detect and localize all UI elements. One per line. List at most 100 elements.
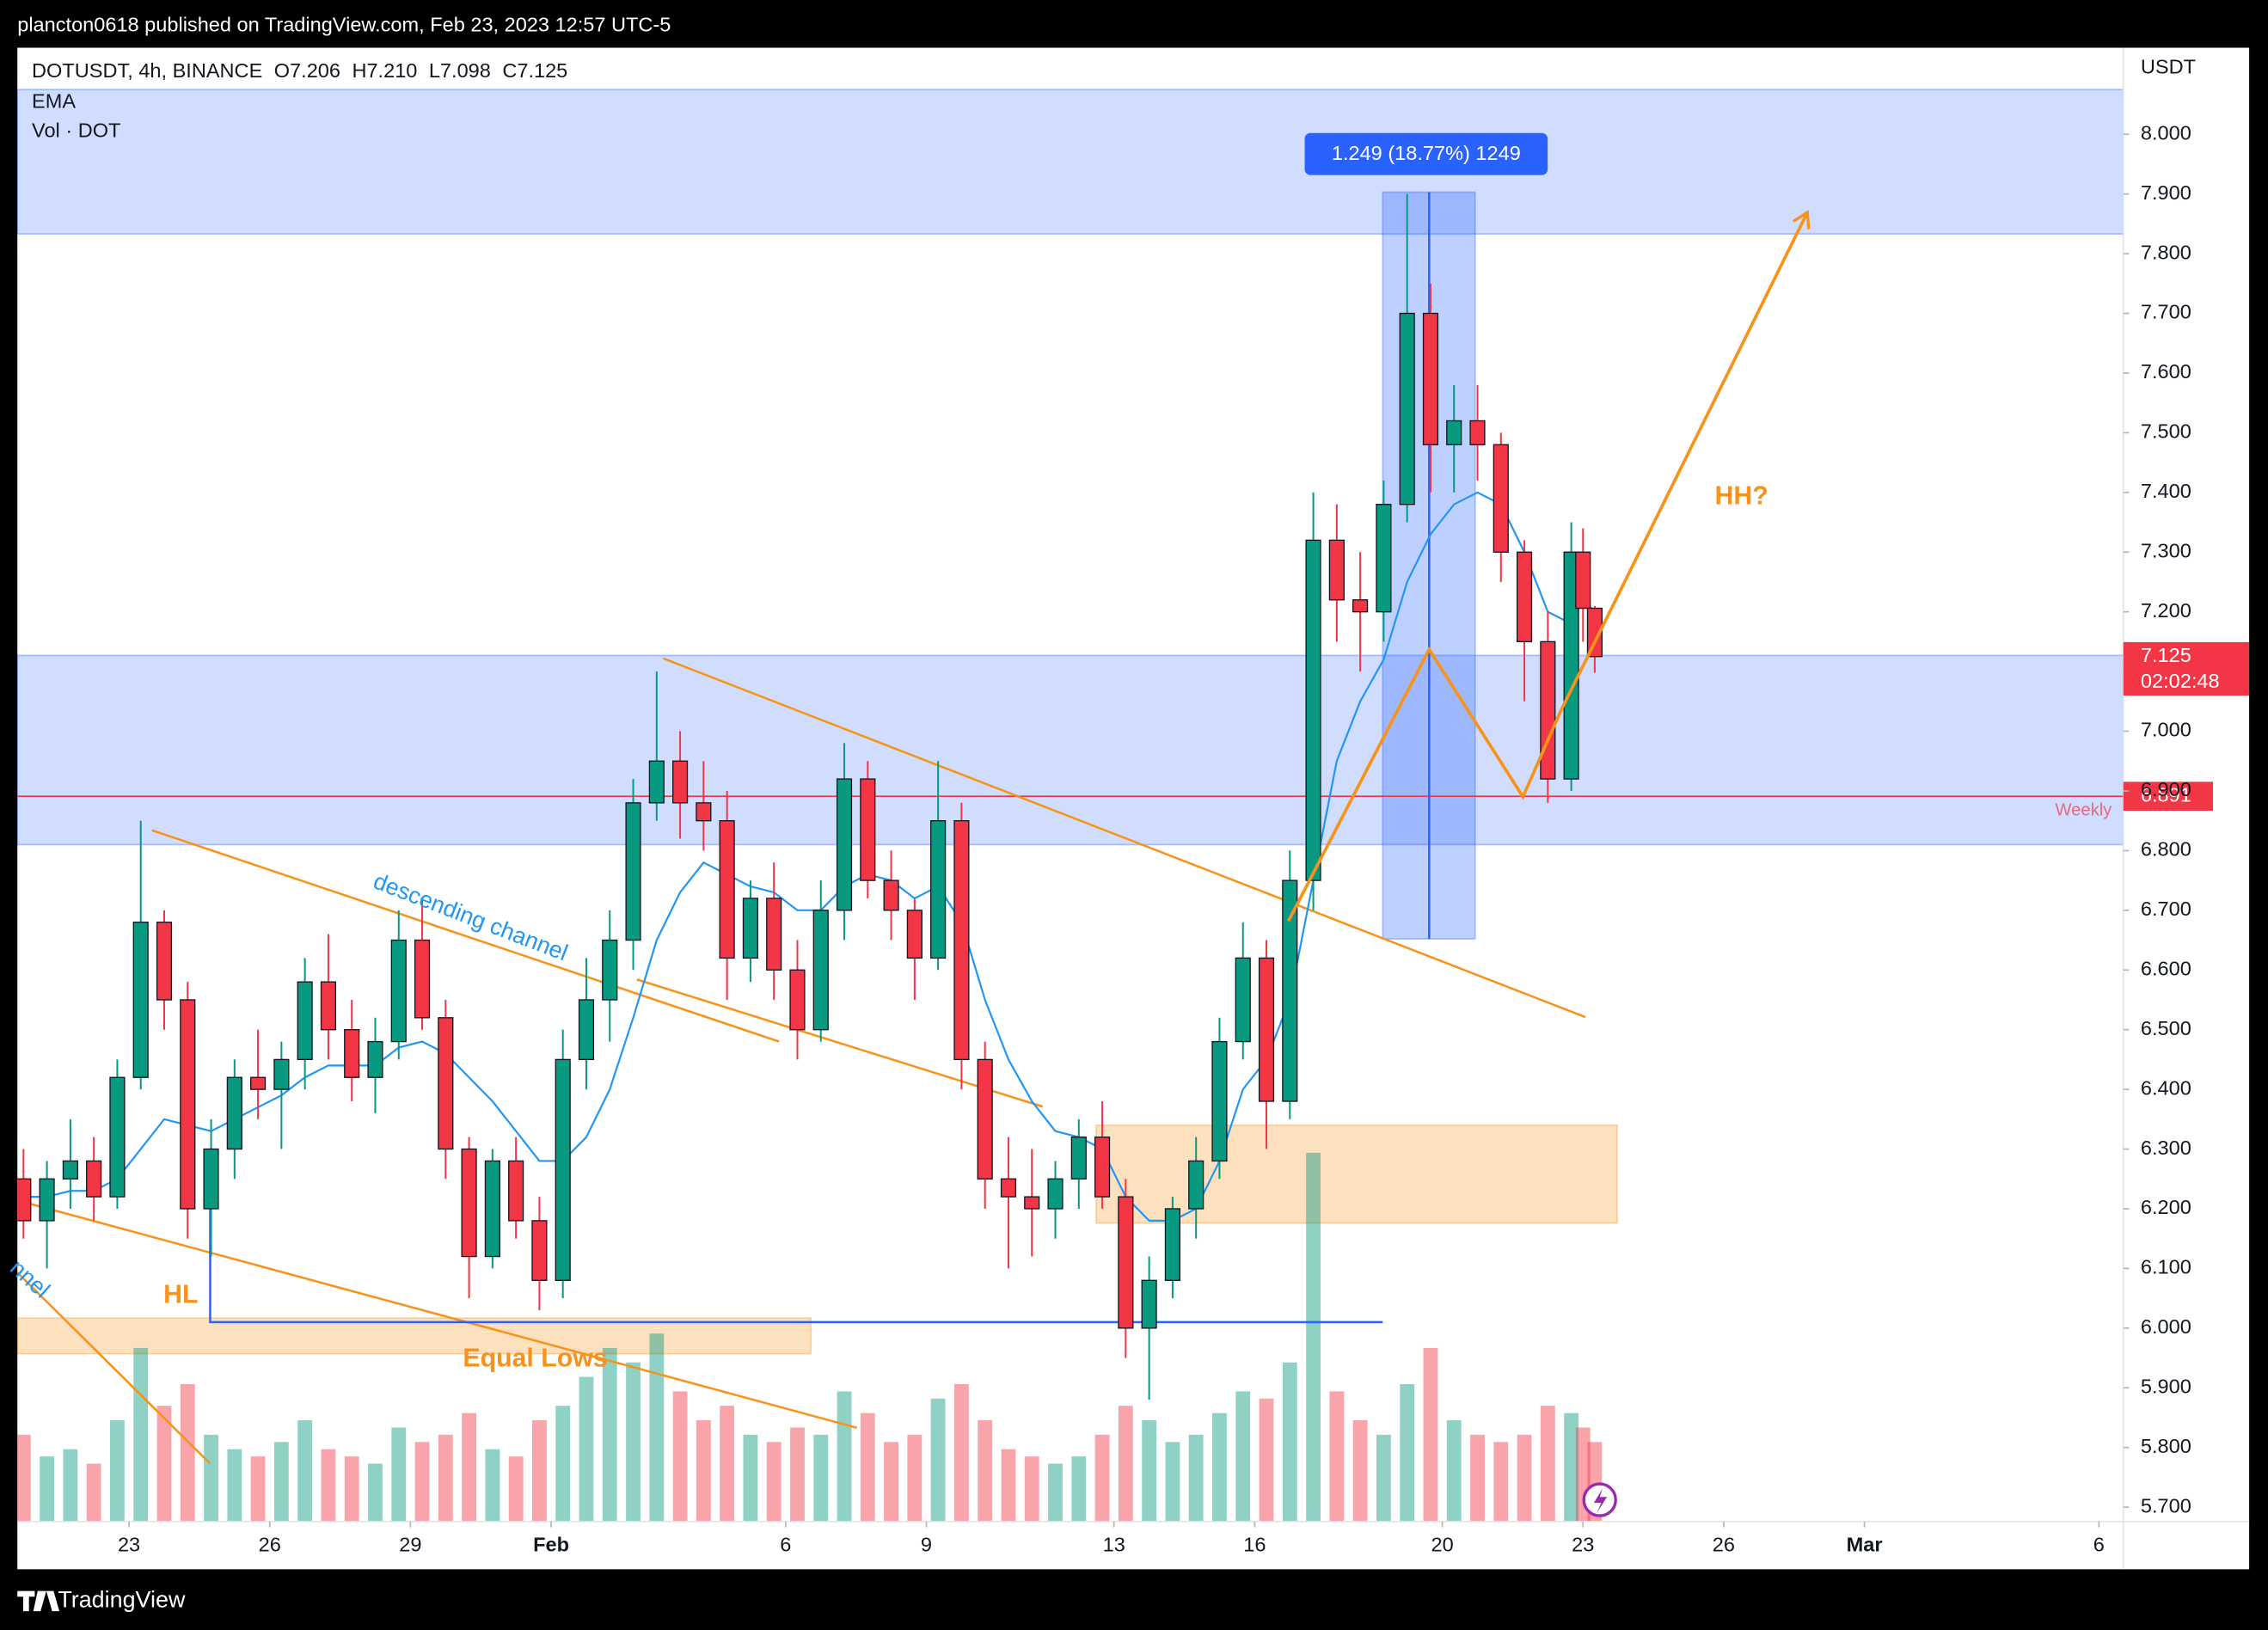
volume-bar <box>907 1434 923 1522</box>
y-tick-label: 7.900 <box>2141 181 2191 204</box>
y-tick-label: 6.100 <box>2141 1256 2191 1278</box>
y-tick-label: 7.700 <box>2141 301 2191 323</box>
candle-body <box>250 1076 267 1090</box>
volume-bar <box>204 1434 218 1522</box>
candle-body <box>860 778 876 881</box>
y-tick-label: 7.300 <box>2141 539 2191 561</box>
volume-bar <box>1212 1412 1227 1522</box>
y-tick-label: 7.800 <box>2141 241 2191 263</box>
y-tick-label: 7.500 <box>2141 420 2191 443</box>
indicator: EMA <box>32 90 76 113</box>
volume-bar <box>790 1427 805 1522</box>
candle-body <box>62 1160 78 1180</box>
candle-body <box>86 1160 102 1198</box>
candle-body <box>273 1058 290 1090</box>
volume-bar <box>1094 1434 1110 1522</box>
candle-body <box>1211 1040 1228 1162</box>
candle-body <box>1305 539 1321 881</box>
ohlc: L7.098 <box>429 59 491 82</box>
volume-bar <box>1142 1420 1157 1522</box>
candle-body <box>484 1160 500 1258</box>
candle-body <box>883 879 899 911</box>
candle-body <box>1282 879 1298 1102</box>
candle-body <box>1376 504 1392 613</box>
x-tick-label: 9 <box>921 1534 932 1556</box>
candle-body <box>297 981 313 1061</box>
volume-bar <box>110 1420 125 1522</box>
volume-bar <box>579 1376 594 1522</box>
candle-body <box>1235 957 1251 1043</box>
volume-bar <box>1259 1398 1274 1522</box>
weekly-label: Weekly <box>2055 800 2112 819</box>
zone <box>17 654 2124 846</box>
candle-body <box>39 1178 55 1222</box>
candle-body <box>1575 551 1591 610</box>
trend-line <box>151 829 780 1043</box>
candle-body <box>203 1148 219 1210</box>
x-tick-label: 20 <box>1431 1534 1453 1556</box>
volume-bar <box>508 1456 524 1522</box>
y-tick-label: 5.900 <box>2141 1376 2191 1398</box>
candle-body <box>555 1058 571 1281</box>
volume-bar <box>743 1434 758 1522</box>
x-tick-label: Feb <box>533 1534 569 1556</box>
tv-logo <box>17 1590 60 1612</box>
volume-bar <box>1306 1152 1321 1522</box>
trend-line <box>662 657 1586 1019</box>
y-tick-label: 7.400 <box>2141 480 2191 502</box>
candle-body <box>414 939 431 1019</box>
volume-bar <box>930 1398 946 1522</box>
volume-bar <box>1352 1420 1368 1522</box>
volume-bar <box>860 1412 875 1522</box>
volume-bar <box>462 1412 477 1522</box>
y-tick-label: 7.600 <box>2141 360 2191 383</box>
volume-bar <box>696 1420 711 1522</box>
candle-body <box>1141 1279 1157 1329</box>
x-tick-label: 6 <box>2093 1534 2105 1556</box>
candle-body <box>109 1076 126 1198</box>
zone <box>17 1317 812 1355</box>
volume-bar <box>672 1391 688 1522</box>
countdown: 02:02:48 <box>2141 670 2220 692</box>
measure-box <box>1304 132 1548 175</box>
weekly-price: 6.891 <box>2141 783 2191 806</box>
measure-label: 1.249 (18.77%) 1249 <box>1332 142 1521 164</box>
candle-body <box>766 898 782 971</box>
volume-bar <box>1329 1391 1345 1522</box>
x-tick-label: 23 <box>118 1534 140 1556</box>
volume-bar <box>17 1434 31 1522</box>
candle-body <box>719 820 735 959</box>
candle-body <box>1047 1178 1064 1210</box>
y-tick-label: 6.200 <box>2141 1196 2191 1218</box>
candle-body <box>461 1148 477 1258</box>
volume-bar <box>602 1347 617 1522</box>
candle-body <box>836 778 853 911</box>
volume-bar <box>1400 1384 1415 1522</box>
last-price: 7.125 <box>2141 644 2191 666</box>
volume-bar <box>1071 1456 1087 1522</box>
candle-body <box>625 802 641 941</box>
candle-body <box>953 820 970 1061</box>
volume-bar <box>766 1442 782 1522</box>
candle-body <box>977 1058 993 1180</box>
candle-body <box>1422 312 1439 445</box>
volume-bar <box>1282 1362 1297 1522</box>
candle-body <box>17 1178 32 1222</box>
candle-body <box>320 981 337 1031</box>
ohlc: C7.125 <box>502 59 567 82</box>
volume-bar <box>1165 1442 1180 1522</box>
volume-bar <box>438 1434 453 1522</box>
y-tick-label: 7.200 <box>2141 599 2191 622</box>
x-tick-label: 29 <box>399 1534 421 1556</box>
x-tick-label: 23 <box>1572 1534 1594 1556</box>
candle-body <box>390 939 407 1043</box>
footer-brand: TradingView <box>58 1586 186 1612</box>
y-tick-label: 5.700 <box>2141 1494 2191 1517</box>
candle-body <box>648 760 665 804</box>
volume-bar <box>321 1449 336 1522</box>
volume-bar <box>1048 1463 1063 1522</box>
trend-line <box>17 1199 858 1430</box>
candle-body <box>1164 1208 1180 1281</box>
volume-bar <box>1235 1391 1251 1522</box>
x-tick-label: 26 <box>1713 1534 1735 1556</box>
